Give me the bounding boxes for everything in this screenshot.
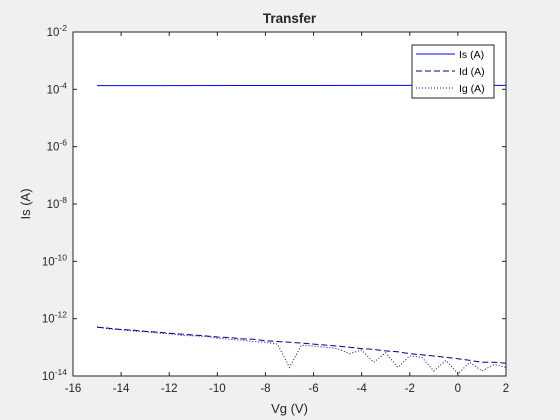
x-tick-label: -6 [308, 383, 318, 395]
x-tick-label: 2 [503, 383, 509, 395]
y-tick-label: 10-8 [47, 195, 68, 211]
x-tick-label: 0 [455, 383, 461, 395]
y-tick-label: 10-2 [47, 23, 68, 39]
legend-label-is: Is (A) [459, 49, 484, 61]
y-axis-label: Is (A) [18, 188, 33, 219]
x-tick-label: -10 [209, 383, 226, 395]
legend[interactable]: Is (A) Id (A) Ig (A) [411, 44, 495, 99]
x-tick-label: -2 [405, 383, 415, 395]
legend-label-ig: Ig (A) [459, 83, 485, 95]
x-axis-label: Vg (V) [271, 401, 308, 416]
x-tick-label: -16 [65, 383, 82, 395]
y-tick-label: 10-6 [47, 138, 68, 154]
y-tick-label: 10-10 [42, 252, 67, 268]
x-tick-label: -8 [260, 383, 270, 395]
x-tick-label: -4 [357, 383, 368, 395]
legend-label-id: Id (A) [459, 66, 485, 78]
series-line-id-a [97, 326, 507, 364]
chart-title: Transfer [263, 11, 317, 26]
tick-layer: -16 -14 -12 -10 -8 -6 -4 -2 0 2 10-14 10-12 10-10 10-… [42, 23, 509, 395]
y-tick-label: 10-4 [47, 80, 68, 96]
y-tick-label: 10-12 [42, 310, 67, 326]
x-tick-label: -12 [161, 383, 178, 395]
y-tick-label: 10-14 [42, 367, 67, 383]
x-tick-label: -14 [113, 383, 130, 395]
